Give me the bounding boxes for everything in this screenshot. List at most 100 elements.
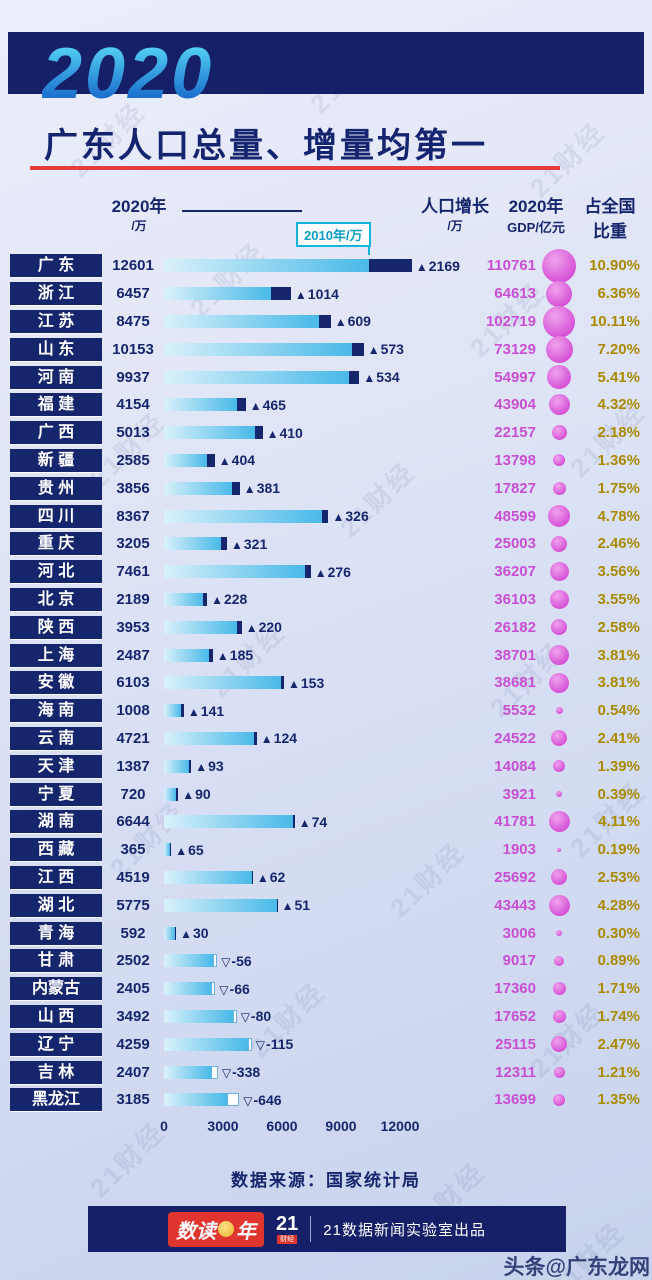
province-row: 陕 西 3953 ▲220 26182 2.58% xyxy=(0,613,652,641)
province-row: 新 疆 2585 ▲404 13798 1.36% xyxy=(0,447,652,475)
up-triangle-icon: ▲ xyxy=(298,815,311,830)
growth-value: ▲62 xyxy=(256,869,286,886)
bar-zone: ▲51 xyxy=(164,897,470,913)
bar-zone: ▲404 xyxy=(164,452,470,468)
gdp-share-bubble xyxy=(548,394,570,416)
footer-divider xyxy=(310,1216,312,1242)
gdp-value: 17652 xyxy=(494,1007,536,1025)
credit-text: 21数据新闻实验室出品 xyxy=(323,1221,486,1239)
province-label: 湖 南 xyxy=(10,810,102,834)
bar-zone: ▲74 xyxy=(164,814,470,830)
bar-zone: ▽-66 xyxy=(164,981,470,997)
population-bar xyxy=(164,287,271,301)
population-bar xyxy=(164,620,238,634)
pop-2020-value: 8367 xyxy=(116,507,150,525)
province-row: 青 海 592 ▲30 3006 0.30% xyxy=(0,919,652,947)
pop-2020-value: 5775 xyxy=(116,896,150,914)
share-value: 2.58% xyxy=(597,618,640,636)
pop-2020-value: 6457 xyxy=(116,285,150,303)
bubble-cell xyxy=(536,730,582,747)
bar-zone: ▲381 xyxy=(164,480,470,496)
bubble-cell xyxy=(536,365,582,390)
up-triangle-icon: ▲ xyxy=(243,482,256,497)
header-growth-text: 人口增长 xyxy=(421,197,489,216)
bar-zone: ▲30 xyxy=(164,925,470,941)
bubble-cell xyxy=(536,982,582,996)
up-triangle-icon: ▲ xyxy=(216,649,229,664)
growth-value: ▲93 xyxy=(195,758,224,775)
up-triangle-icon: ▲ xyxy=(249,398,262,413)
header-rule-line xyxy=(182,210,302,212)
up-triangle-icon: ▲ xyxy=(294,287,307,302)
up-triangle-icon: ▲ xyxy=(281,899,294,914)
gdp-value: 38681 xyxy=(494,674,536,692)
bar-zone: ▲220 xyxy=(164,619,470,635)
up-triangle-icon: ▲ xyxy=(182,788,195,803)
bar-zone: ▲141 xyxy=(164,703,470,719)
data-source: 数据来源：国家统计局 xyxy=(231,1171,421,1190)
growth-segment xyxy=(181,704,184,718)
gdp-value: 13699 xyxy=(494,1091,536,1109)
bubble-cell xyxy=(536,847,582,852)
down-triangle-icon: ▽ xyxy=(219,982,229,997)
gdp-value: 17360 xyxy=(494,980,536,998)
bubble-cell xyxy=(536,454,582,467)
gdp-value: 36103 xyxy=(494,590,536,608)
bar-zone: ▽-646 xyxy=(164,1092,470,1108)
gdp-value: 43904 xyxy=(494,396,536,414)
province-label: 江 苏 xyxy=(10,309,102,333)
pop-2020-value: 5013 xyxy=(116,424,150,442)
pop-2020-value: 6644 xyxy=(116,813,150,831)
share-value: 4.28% xyxy=(597,896,640,914)
page-title: 广东人口总量、增量均第一 xyxy=(44,127,488,165)
province-label: 海 南 xyxy=(10,699,102,723)
bubble-cell xyxy=(536,562,582,582)
population-bar xyxy=(164,398,237,412)
province-label: 广 西 xyxy=(10,421,102,445)
gdp-share-bubble xyxy=(554,955,564,966)
pop-2020-value: 2502 xyxy=(116,952,150,970)
bar-zone: ▲573 xyxy=(164,341,470,357)
decline-segment xyxy=(226,1093,240,1107)
bar-zone: ▲124 xyxy=(164,730,470,746)
province-row: 福 建 4154 ▲465 43904 4.32% xyxy=(0,391,652,419)
bar-zone: ▲62 xyxy=(164,869,470,885)
province-label: 贵 州 xyxy=(10,476,102,500)
growth-segment xyxy=(176,787,179,801)
axis-tick: 12000 xyxy=(380,1118,420,1134)
bar-zone: ▲185 xyxy=(164,647,470,663)
population-bar xyxy=(164,259,370,273)
growth-segment xyxy=(254,426,263,440)
population-bar xyxy=(164,759,190,773)
population-bar xyxy=(164,815,294,829)
gdp-value: 3006 xyxy=(502,924,536,942)
province-label: 浙 江 xyxy=(10,282,102,306)
growth-segment xyxy=(169,843,172,857)
up-triangle-icon: ▲ xyxy=(367,343,380,358)
gdp-value: 12311 xyxy=(495,1063,536,1081)
gdp-value: 9017 xyxy=(502,952,536,970)
header-growth: 人口增长 /万 xyxy=(410,192,500,234)
bubble-cell xyxy=(536,930,582,937)
pop-2020-value: 3953 xyxy=(116,618,150,636)
down-triangle-icon: ▽ xyxy=(240,1010,250,1025)
growth-value: ▽-338 xyxy=(221,1064,261,1080)
gdp-value: 54997 xyxy=(494,368,536,386)
population-bar xyxy=(164,704,182,718)
gdp-share-bubble xyxy=(552,982,566,996)
growth-segment xyxy=(318,314,331,328)
bubble-cell xyxy=(536,394,582,416)
bubble-cell xyxy=(536,707,582,715)
growth-value: ▽-66 xyxy=(219,980,250,997)
gdp-share-bubble xyxy=(551,425,567,441)
share-value: 3.81% xyxy=(597,646,640,664)
province-row: 河 南 9937 ▲534 54997 5.41% xyxy=(0,363,652,391)
bubble-cell xyxy=(536,791,582,798)
province-label: 宁 夏 xyxy=(10,782,102,806)
province-label: 陕 西 xyxy=(10,615,102,639)
bar-zone: ▲228 xyxy=(164,591,470,607)
growth-value: ▲220 xyxy=(245,619,282,636)
decline-segment xyxy=(213,954,218,968)
growth-value: ▲2169 xyxy=(415,257,460,274)
21-logo-number: 21 xyxy=(276,1213,299,1235)
